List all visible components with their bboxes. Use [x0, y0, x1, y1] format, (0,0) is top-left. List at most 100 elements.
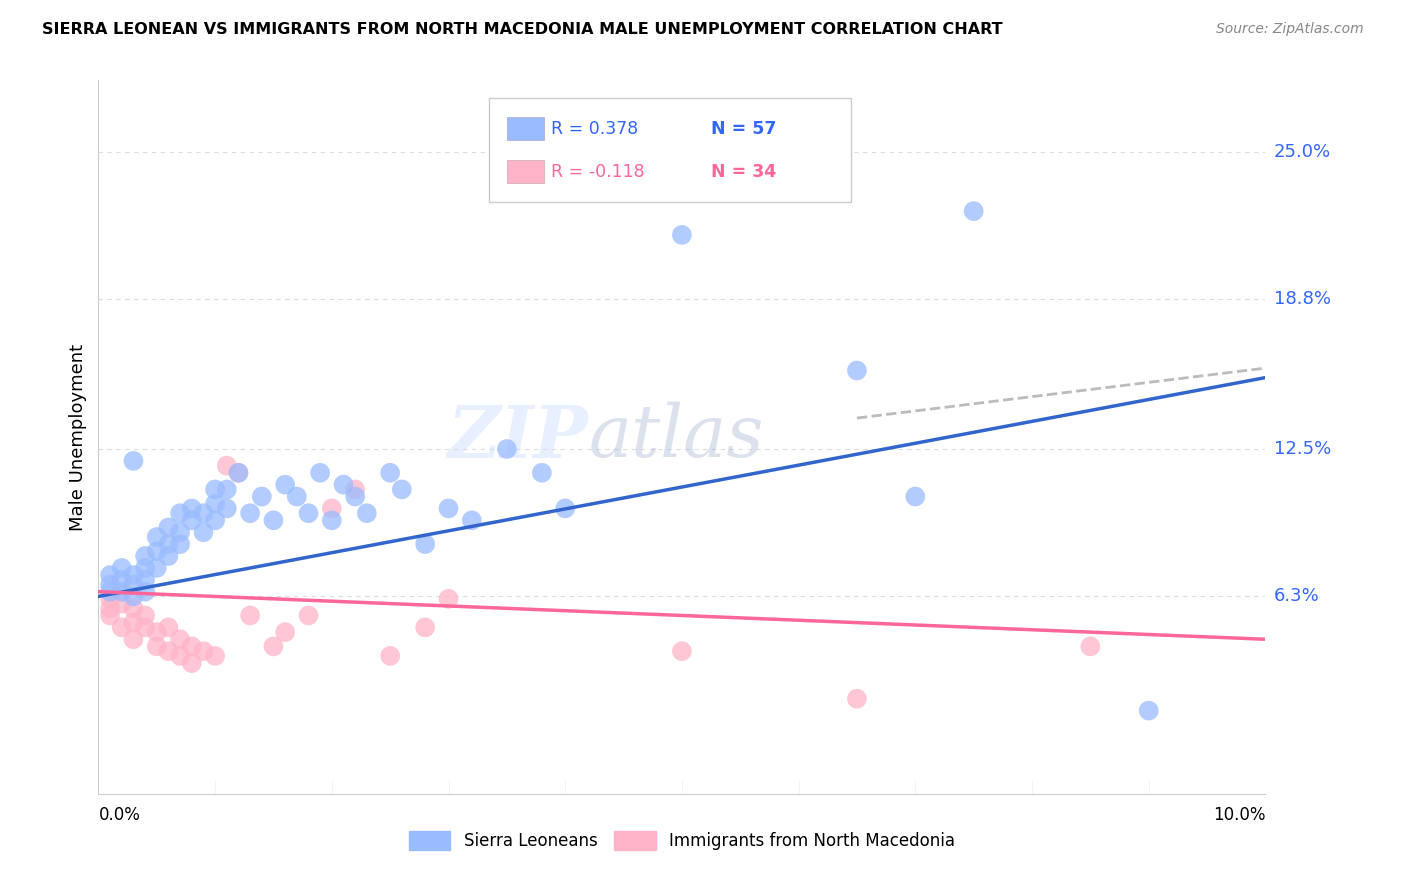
Point [495, 442, 517, 456]
Point [193, 644, 215, 658]
Text: R = -0.118: R = -0.118 [551, 162, 645, 180]
Point [146, 544, 169, 558]
Point [204, 497, 226, 511]
Point [321, 513, 343, 527]
Point [204, 513, 226, 527]
Point [98, 601, 121, 615]
Point [98, 568, 121, 582]
Point [157, 520, 180, 534]
Point [309, 466, 332, 480]
Point [228, 466, 250, 480]
FancyBboxPatch shape [508, 118, 544, 140]
Point [146, 530, 169, 544]
Point [285, 490, 308, 504]
Point [193, 525, 215, 540]
Point [437, 591, 460, 606]
Point [239, 608, 262, 623]
Point [169, 537, 191, 551]
Point [215, 458, 238, 473]
Text: 6.3%: 6.3% [1274, 588, 1319, 606]
Y-axis label: Male Unemployment: Male Unemployment [69, 343, 87, 531]
Point [204, 648, 226, 663]
Point [180, 513, 202, 527]
Point [180, 640, 202, 654]
Text: atlas: atlas [589, 401, 763, 473]
Point [356, 506, 378, 520]
Text: 10.0%: 10.0% [1213, 805, 1265, 824]
Point [122, 601, 145, 615]
Point [1080, 640, 1102, 654]
Point [180, 501, 202, 516]
Point [146, 640, 169, 654]
Point [169, 632, 191, 647]
Point [157, 620, 180, 634]
Point [391, 483, 413, 497]
Point [239, 506, 262, 520]
Point [1137, 704, 1160, 718]
Text: 18.8%: 18.8% [1274, 290, 1330, 308]
Point [554, 501, 576, 516]
Point [437, 501, 460, 516]
Point [111, 584, 134, 599]
Point [98, 577, 121, 591]
Text: R = 0.378: R = 0.378 [551, 120, 638, 137]
Point [122, 615, 145, 630]
Point [228, 466, 250, 480]
Text: ZIP: ZIP [447, 401, 589, 473]
FancyBboxPatch shape [508, 161, 544, 183]
Point [274, 477, 297, 491]
Point [297, 608, 319, 623]
Point [134, 561, 156, 575]
Text: 25.0%: 25.0% [1274, 143, 1331, 161]
Point [157, 537, 180, 551]
Point [157, 644, 180, 658]
Point [157, 549, 180, 563]
Legend: Sierra Leoneans, Immigrants from North Macedonia: Sierra Leoneans, Immigrants from North M… [402, 824, 962, 857]
Point [169, 525, 191, 540]
Point [332, 477, 354, 491]
Point [111, 597, 134, 611]
Point [274, 625, 297, 640]
Point [134, 584, 156, 599]
Point [122, 590, 145, 604]
Point [134, 608, 156, 623]
Point [204, 483, 226, 497]
Point [169, 506, 191, 520]
Point [215, 483, 238, 497]
Point [98, 608, 121, 623]
Text: N = 34: N = 34 [711, 162, 776, 180]
Point [146, 561, 169, 575]
Text: Source: ZipAtlas.com: Source: ZipAtlas.com [1216, 22, 1364, 37]
Point [111, 573, 134, 587]
Point [134, 620, 156, 634]
Point [193, 506, 215, 520]
Point [378, 648, 402, 663]
Point [122, 568, 145, 582]
Point [262, 513, 284, 527]
Point [845, 691, 868, 706]
Point [461, 513, 484, 527]
Point [671, 227, 693, 242]
Point [215, 501, 238, 516]
Text: N = 57: N = 57 [711, 120, 776, 137]
Point [134, 573, 156, 587]
Point [98, 591, 121, 606]
Point [122, 454, 145, 468]
Point [962, 204, 984, 219]
Text: SIERRA LEONEAN VS IMMIGRANTS FROM NORTH MACEDONIA MALE UNEMPLOYMENT CORRELATION : SIERRA LEONEAN VS IMMIGRANTS FROM NORTH … [42, 22, 1002, 37]
Point [321, 501, 343, 516]
Point [146, 625, 169, 640]
Point [297, 506, 319, 520]
Point [413, 620, 436, 634]
Point [344, 490, 367, 504]
Point [134, 549, 156, 563]
Point [671, 644, 693, 658]
Point [180, 656, 202, 670]
Point [344, 483, 367, 497]
Text: 0.0%: 0.0% [98, 805, 141, 824]
Point [413, 537, 436, 551]
Text: 12.5%: 12.5% [1274, 440, 1331, 458]
Point [98, 584, 121, 599]
Point [111, 620, 134, 634]
Point [262, 640, 284, 654]
